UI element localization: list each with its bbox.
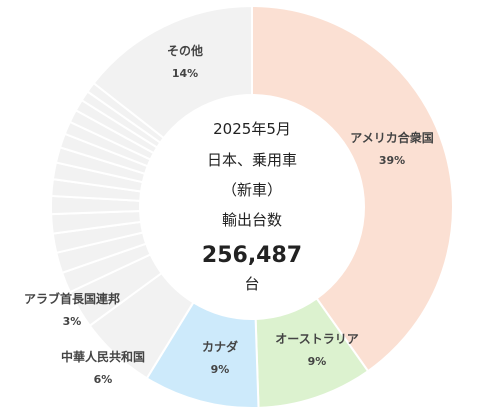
slice-label-中華人民共和国: 中華人民共和国 bbox=[61, 349, 145, 364]
center-sub: （新車） bbox=[222, 181, 282, 199]
slice-percent-アラブ首長国連邦: 3% bbox=[63, 315, 82, 328]
slice-label-その他: その他 bbox=[167, 43, 203, 58]
slice-percent-オーストラリア: 9% bbox=[308, 355, 327, 368]
center-total: 256,487 bbox=[202, 243, 302, 268]
center-block: 2025年5月 日本、乗用車 （新車） 輸出台数 256,487 台 bbox=[202, 120, 302, 293]
center-unit: 台 bbox=[244, 275, 259, 293]
slice-label-アラブ首長国連邦: アラブ首長国連邦 bbox=[24, 291, 120, 306]
slice-その他 bbox=[92, 4, 253, 140]
labels-group: アメリカ合衆国 39% オーストラリア 9% カナダ 9% 中華人民共和国 6% アラブ首長国連… bbox=[24, 43, 434, 386]
slice-label-オーストラリア: オーストラリア bbox=[275, 332, 358, 346]
slice-percent-アメリカ合衆国: 39% bbox=[379, 154, 405, 167]
slice-アメリカ合衆国 bbox=[251, 4, 454, 373]
center-metric: 輸出台数 bbox=[222, 211, 282, 229]
center-category: 日本、乗用車 bbox=[207, 151, 297, 169]
slice-percent-その他: 14% bbox=[172, 67, 198, 80]
slice-percent-カナダ: 9% bbox=[211, 363, 230, 376]
slice-label-カナダ: カナダ bbox=[202, 339, 238, 354]
center-period: 2025年5月 bbox=[213, 120, 291, 138]
slice-label-アメリカ合衆国: アメリカ合衆国 bbox=[350, 130, 433, 145]
slices-group bbox=[50, 4, 454, 409]
slice-percent-中華人民共和国: 6% bbox=[94, 373, 113, 386]
